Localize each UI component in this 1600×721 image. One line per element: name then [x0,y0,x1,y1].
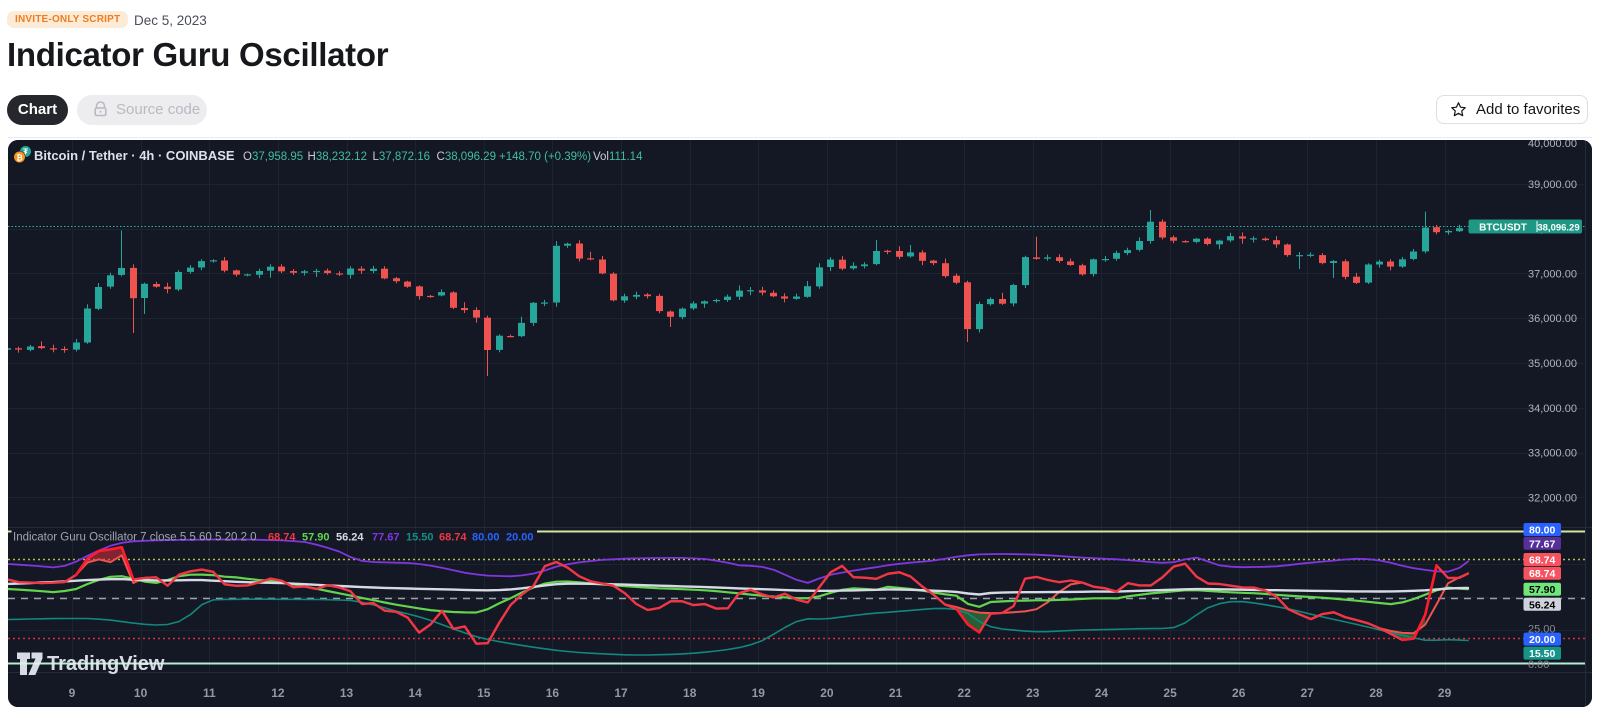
svg-text:19: 19 [752,686,766,700]
svg-text:26: 26 [1232,686,1246,700]
svg-text:H38,232.12: H38,232.12 [308,151,367,163]
svg-text:40,000.00: 40,000.00 [1528,140,1577,150]
svg-text:16: 16 [546,686,560,700]
svg-text:22: 22 [958,686,972,700]
svg-text:35,000.00: 35,000.00 [1528,358,1577,370]
svg-text:0.00: 0.00 [1528,659,1549,671]
svg-text:14: 14 [408,686,422,700]
svg-text:28: 28 [1369,686,1383,700]
svg-text:57.90: 57.90 [302,532,330,544]
svg-text:33,000.00: 33,000.00 [1528,448,1577,460]
svg-text:68.74: 68.74 [268,532,296,544]
svg-text:₮: ₮ [23,148,28,157]
svg-text:13: 13 [340,686,354,700]
svg-text:BTCUSDT: BTCUSDT [1479,223,1527,234]
svg-text:80.00: 80.00 [1529,525,1555,537]
svg-text:27: 27 [1301,686,1315,700]
svg-text:L37,872.16: L37,872.16 [373,151,431,163]
svg-text:77.67: 77.67 [1529,538,1555,550]
svg-text:11: 11 [203,686,216,700]
svg-text:₿: ₿ [16,154,23,163]
svg-text:O37,958.95: O37,958.95 [243,151,303,163]
svg-text:15.50: 15.50 [1529,648,1555,660]
svg-text:25: 25 [1163,686,1177,700]
svg-text:10: 10 [134,686,148,700]
svg-text:C38,096.29: C38,096.29 [437,151,496,163]
svg-text:80.00: 80.00 [472,532,500,544]
svg-text:37,000.00: 37,000.00 [1528,268,1577,280]
svg-text:21: 21 [889,686,903,700]
svg-text:68.74: 68.74 [1529,555,1555,567]
svg-text:20.00: 20.00 [1529,634,1555,646]
svg-text:32,000.00: 32,000.00 [1528,492,1577,504]
svg-text:39,000.00: 39,000.00 [1528,179,1577,191]
svg-text:34,000.00: 34,000.00 [1528,403,1577,415]
svg-text:+148.70 (+0.39%): +148.70 (+0.39%) [499,151,591,163]
svg-text:38,096.29: 38,096.29 [1537,222,1579,233]
svg-text:20: 20 [820,686,834,700]
svg-text:23: 23 [1026,686,1040,700]
svg-text:Indicator Guru Oscillator 7 cl: Indicator Guru Oscillator 7 close 5 5 60… [13,532,257,544]
svg-text:57.90: 57.90 [1529,584,1555,596]
svg-text:56.24: 56.24 [1529,599,1555,611]
svg-text:24: 24 [1095,686,1109,700]
svg-text:18: 18 [683,686,697,700]
svg-text:20.00: 20.00 [506,532,534,544]
svg-text:TradingView: TradingView [47,653,165,675]
svg-text:56.24: 56.24 [336,532,364,544]
svg-text:Bitcoin / Tether · 4h · COINBA: Bitcoin / Tether · 4h · COINBASE [34,148,235,163]
svg-text:15: 15 [477,686,491,700]
svg-text:36,000.00: 36,000.00 [1528,313,1577,325]
svg-text:17: 17 [614,686,628,700]
svg-text:Vol111.14: Vol111.14 [593,151,643,163]
svg-text:68.74: 68.74 [1529,568,1555,580]
svg-text:68.74: 68.74 [439,532,467,544]
svg-text:29: 29 [1438,686,1452,700]
svg-text:15.50: 15.50 [406,532,434,544]
svg-text:77.67: 77.67 [372,532,400,544]
svg-text:12: 12 [271,686,285,700]
svg-text:9: 9 [69,686,76,700]
